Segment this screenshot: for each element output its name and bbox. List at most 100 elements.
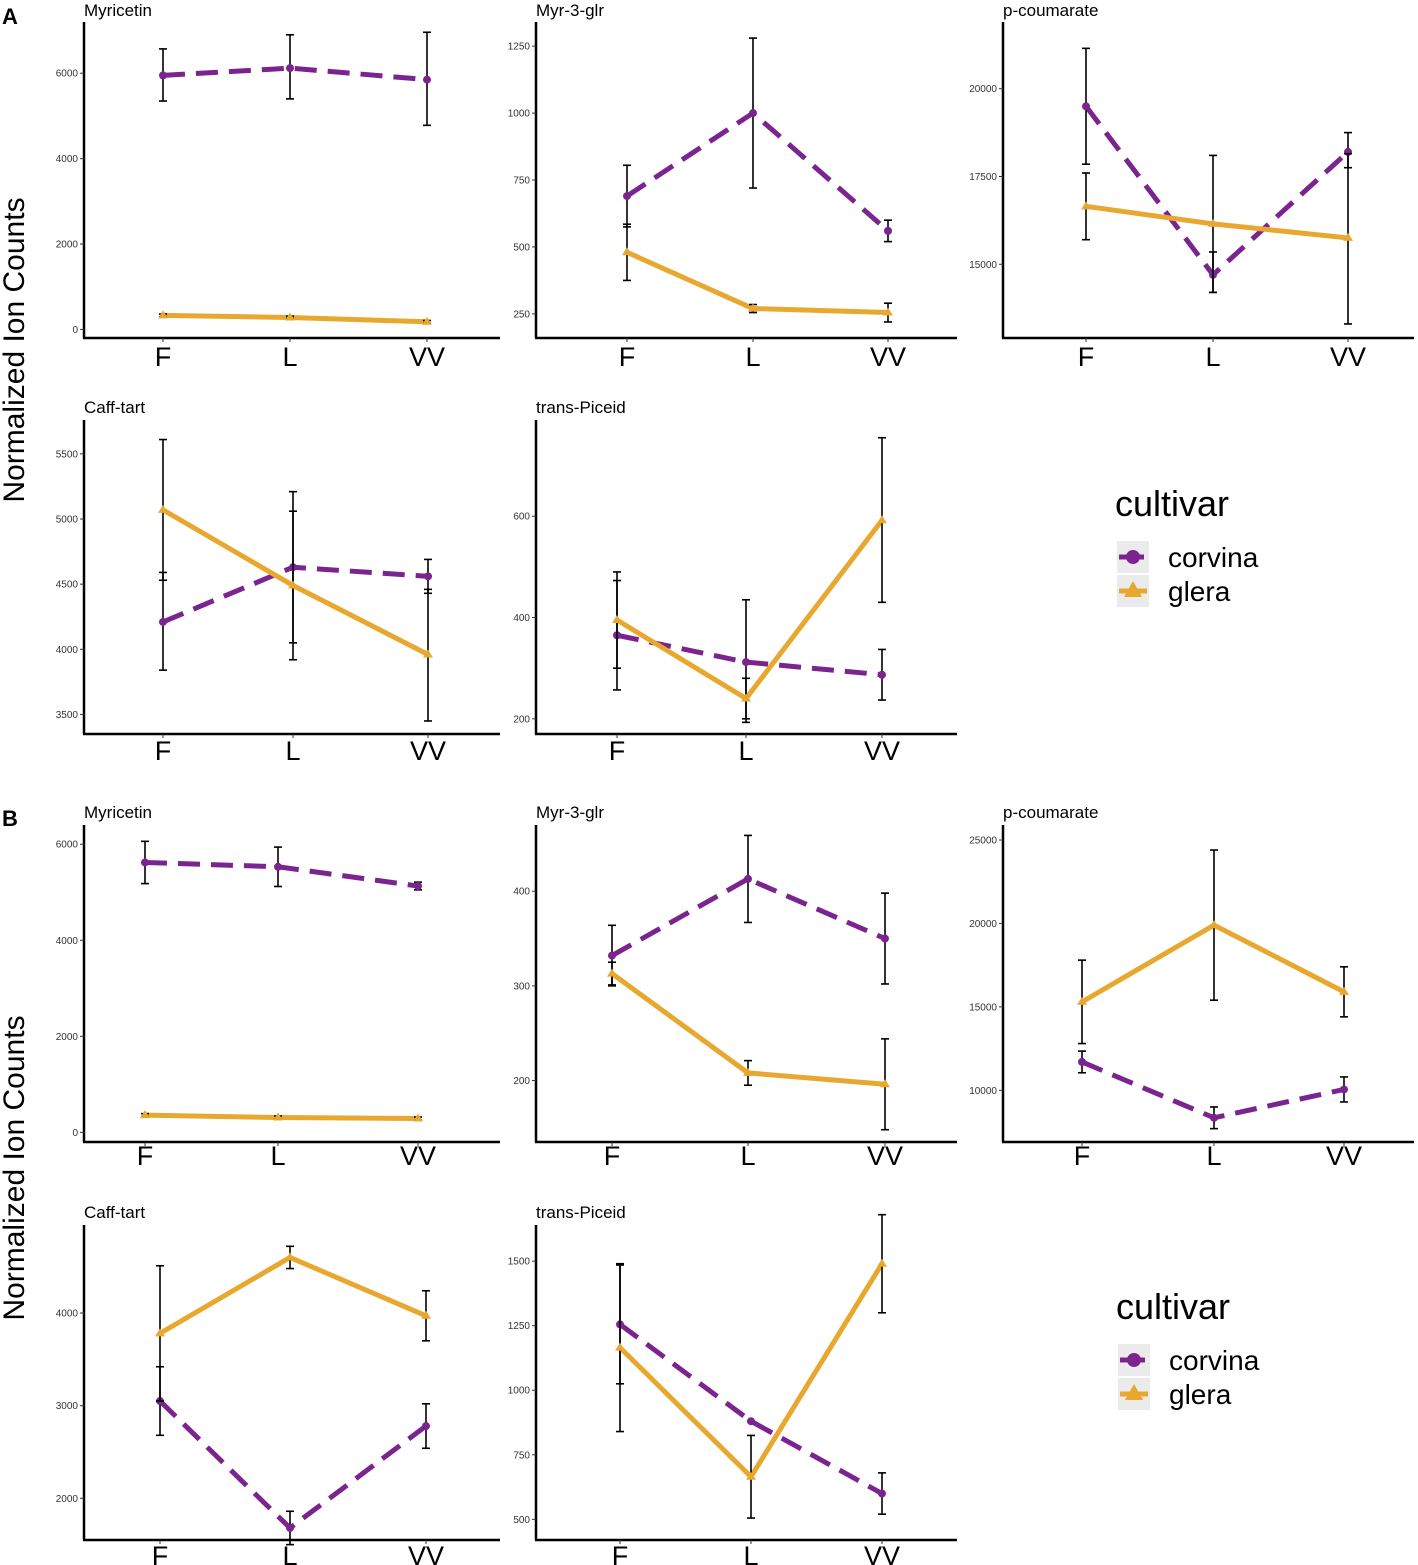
data-point-corvina [159, 71, 167, 80]
legend-label-corvina: corvina [1169, 1345, 1260, 1376]
y-tick-label: 10000 [969, 1086, 997, 1097]
x-tick-label: VV [410, 736, 446, 766]
data-point-glera [421, 1310, 431, 1319]
x-tick-label: F [137, 1141, 154, 1171]
y-tick-label: 200 [513, 1076, 530, 1087]
data-point-corvina [423, 75, 431, 84]
panel-b-trans-piceid: trans-Piceid 500 750 1000 1250 1500 F L VV [508, 1203, 957, 1565]
data-point-corvina [422, 1422, 430, 1431]
data-point-glera [1077, 996, 1087, 1005]
data-point-glera [1081, 201, 1091, 210]
x-tick-label: VV [867, 1141, 903, 1171]
data-point-corvina [141, 858, 149, 867]
data-point-glera [273, 1112, 283, 1121]
data-point-glera [743, 1067, 753, 1076]
data-point-corvina [286, 1523, 294, 1532]
x-tick-label: VV [864, 736, 900, 766]
data-point-glera [423, 649, 433, 658]
panel-a-p-coumarate: p-coumarate 15000 17500 20000 F L VV [969, 1, 1414, 372]
x-tick-label: F [1078, 342, 1095, 372]
data-point-corvina [1078, 1057, 1086, 1066]
x-tick-label: L [282, 1541, 297, 1565]
legend-title: cultivar [1115, 483, 1229, 524]
series-line-corvina [1081, 1059, 1345, 1121]
panel-a-caff-tart: Caff-tart 3500 4000 4500 5000 5500 F L VV [56, 398, 500, 766]
series-line-corvina [625, 110, 890, 233]
data-point-corvina [424, 572, 432, 581]
panel-b-caff-tart: Caff-tart 2000 3000 4000 F L VV [56, 1203, 500, 1565]
data-point-corvina [884, 226, 892, 235]
legend-label-glera: glera [1168, 576, 1231, 607]
data-point-corvina [744, 874, 752, 883]
panel-a-myr-3-glr: Myr-3-glr 250 500 750 1000 1250 F L VV [508, 1, 957, 372]
y-axis-label-b: Normalized Ion Counts [0, 1015, 31, 1320]
y-tick-label: 1000 [508, 1386, 531, 1397]
y-tick-label: 750 [513, 1450, 530, 1461]
data-point-glera [155, 1328, 165, 1337]
y-tick-label: 25000 [969, 836, 997, 847]
x-tick-label: L [282, 342, 297, 372]
data-point-corvina [747, 1417, 755, 1426]
data-point-glera [1209, 920, 1219, 929]
series-line-glera [1080, 922, 1346, 1005]
x-tick-label: VV [1330, 342, 1366, 372]
series-line-corvina [616, 632, 883, 678]
data-point-glera [877, 515, 887, 524]
data-point-corvina [623, 192, 631, 201]
y-tick-label: 2000 [56, 1032, 79, 1043]
data-point-glera [607, 968, 617, 977]
x-tick-label: L [740, 1141, 755, 1171]
x-tick-label: F [619, 342, 636, 372]
y-tick-label: 3000 [56, 1401, 79, 1412]
x-tick-label: F [155, 342, 172, 372]
legend-triangle-icon [1125, 1384, 1143, 1400]
y-tick-label: 1500 [508, 1257, 531, 1268]
panel-title: Myr-3-glr [536, 1, 604, 20]
y-tick-label: 400 [513, 613, 530, 624]
y-tick-label: 20000 [969, 84, 997, 95]
data-point-corvina [1340, 1085, 1348, 1094]
panel-title: trans-Piceid [536, 398, 626, 417]
panel-title: trans-Piceid [536, 1203, 626, 1222]
x-tick-label: L [745, 342, 760, 372]
data-point-corvina [1210, 1113, 1218, 1122]
x-tick-label: F [155, 736, 172, 766]
data-point-corvina [608, 951, 616, 960]
x-tick-label: VV [400, 1141, 436, 1171]
y-tick-label: 3500 [56, 710, 79, 721]
data-point-glera [422, 316, 432, 325]
panel-a-trans-piceid: trans-Piceid 200 400 600 F L VV [513, 398, 957, 766]
data-point-glera [288, 580, 298, 589]
panel-a-myricetin: Myricetin 0 2000 4000 6000 F L VV [56, 1, 500, 372]
panel-title: Caff-tart [84, 398, 145, 417]
y-tick-label: 200 [513, 714, 530, 725]
y-tick-label: 15000 [969, 260, 997, 271]
series-line-glera [625, 250, 889, 316]
y-axis-label-a: Normalized Ion Counts [0, 197, 31, 502]
data-point-corvina [881, 934, 889, 943]
data-point-glera [746, 1471, 756, 1480]
legend-title: cultivar [1116, 1286, 1230, 1327]
y-tick-label: 4500 [56, 580, 79, 591]
data-point-corvina [414, 881, 422, 890]
series-line-corvina [610, 876, 886, 958]
x-tick-label: F [612, 1541, 629, 1565]
legend-b: cultivar corvina glera [1116, 1286, 1260, 1410]
panel-title: Myricetin [84, 1, 152, 20]
x-tick-label: F [1074, 1141, 1091, 1171]
y-tick-label: 500 [513, 242, 530, 253]
data-point-glera [615, 1342, 625, 1351]
y-tick-label: 5500 [56, 449, 79, 460]
series-line-glera [161, 507, 430, 657]
data-point-corvina [749, 109, 757, 118]
x-tick-label: L [738, 736, 753, 766]
series-line-corvina [1084, 104, 1350, 278]
data-point-corvina [878, 670, 886, 679]
data-point-glera [883, 307, 893, 316]
data-point-corvina [1082, 102, 1090, 111]
x-tick-label: L [270, 1141, 285, 1171]
x-tick-label: VV [870, 342, 906, 372]
data-point-corvina [878, 1489, 886, 1498]
legend-label-glera: glera [1169, 1379, 1232, 1410]
x-tick-label: VV [1326, 1141, 1362, 1171]
